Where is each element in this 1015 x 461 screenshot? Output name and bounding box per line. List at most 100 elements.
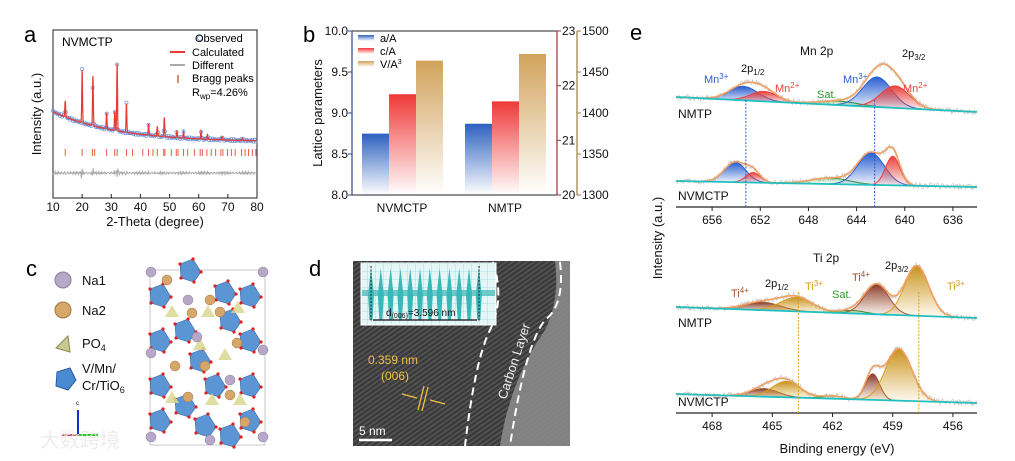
legend-a-swatch	[358, 35, 374, 41]
oxygen-atom	[161, 407, 165, 411]
sample-label-nvmctp: NVMCTP	[678, 395, 729, 409]
left-axis-tick-label: 8.5	[331, 147, 348, 161]
x-tick-label: 636	[943, 213, 963, 227]
oxygen-atom	[161, 327, 165, 331]
left-axis-tick-label: 8.0	[331, 188, 348, 202]
observed-point	[253, 139, 258, 144]
oxygen-atom	[187, 340, 191, 344]
oxygen-atom	[169, 420, 173, 424]
oxygen-atom	[162, 350, 166, 354]
panel-a: a 10 20 30 40 50 60 70 80 2-Theta (degree) Inte…	[24, 22, 264, 229]
octahedron	[219, 423, 242, 448]
left-axis-tick-label: 10.0	[325, 24, 349, 38]
na1-atom	[191, 331, 203, 343]
x-tick-label: 644	[847, 213, 867, 227]
observed-point	[134, 130, 139, 135]
legend-na1: Na1	[82, 273, 106, 288]
oxygen-atom	[252, 305, 256, 309]
oxygen-atom	[251, 407, 255, 411]
oxygen-atom	[148, 287, 152, 291]
x-tick-label: 40	[134, 200, 148, 214]
oxygen-atom	[194, 431, 198, 435]
na2-atom	[204, 294, 216, 306]
oxygen-atom	[259, 420, 263, 424]
na1-atom	[257, 431, 269, 443]
octahedron	[149, 328, 172, 353]
oxygen-atom	[148, 377, 152, 381]
na2-atom	[186, 307, 198, 319]
oxygen-atom	[232, 445, 236, 449]
po4-tetrahedron	[165, 391, 179, 403]
oxygen-atom	[239, 426, 243, 430]
peak-label-mn2: Mn2+	[903, 81, 928, 95]
octahedron	[149, 373, 172, 398]
oxygen-atom	[234, 292, 238, 296]
oxygen-atom	[199, 270, 203, 274]
peak-label-ti4: Ti4+	[852, 270, 870, 284]
oxygen-atom	[259, 295, 263, 299]
legend-c-label: c/A	[380, 46, 397, 58]
legend-different-label: Different	[192, 60, 233, 72]
x-tick-label: 60	[192, 200, 206, 214]
oxygen-atom	[251, 327, 255, 331]
octahedron-icon	[55, 367, 77, 391]
legend-v-label: V/A3	[380, 59, 402, 71]
x-tick-label: 648	[798, 213, 818, 227]
oxygen-atom	[239, 301, 243, 305]
na1-atom	[145, 431, 157, 443]
panel-d: d Carbon Layer d(006)=3.596 nm 0.359 nm …	[309, 256, 570, 447]
oxygen-atom	[252, 430, 256, 434]
oxygen-atom	[214, 298, 218, 302]
observed-point	[238, 139, 243, 143]
oxygen-atom	[206, 412, 210, 416]
fft-profile-inset: d(006)=3.596 nm	[360, 262, 497, 326]
x-tick-label: 20	[75, 200, 89, 214]
na2-atom	[231, 337, 243, 349]
oxygen-atom	[169, 295, 173, 299]
oxygen-atom	[214, 425, 218, 429]
spectrum-title: Mn 2p	[800, 44, 834, 58]
panel-label-c: c	[26, 256, 37, 281]
carbon-boundary-inner	[464, 261, 500, 447]
po4-tetrahedron	[201, 305, 215, 317]
bar-c-a-nmtp	[492, 102, 519, 195]
middle-axis-tick-label: 21	[562, 133, 576, 147]
na1-atom	[224, 374, 236, 386]
oxygen-atom	[162, 305, 166, 309]
x-tick-label: 80	[250, 200, 264, 214]
middle-axis-tick-label: 22	[562, 79, 576, 93]
axis-c-label: c	[76, 401, 79, 407]
peak-label-mn3: Mn3+	[843, 72, 868, 86]
oxygen-atom	[193, 417, 197, 421]
oxygen-atom	[259, 340, 263, 344]
oxygen-atom	[191, 257, 195, 261]
y-axis-label-a: Intensity (a.u.)	[29, 73, 44, 155]
oxygen-atom	[251, 372, 255, 376]
x-tick-label: 652	[750, 213, 770, 227]
sample-label-nmtp: NMTP	[678, 316, 712, 330]
legend-v-swatch	[358, 61, 374, 67]
oxygen-atom	[231, 422, 235, 426]
oxygen-atom	[232, 330, 236, 334]
peak-label-sat: Sat.	[817, 89, 837, 101]
plane-label: (006)	[381, 369, 409, 383]
legend-bragg-label: Bragg peaks	[192, 73, 254, 85]
oxygen-atom	[189, 366, 193, 370]
oxygen-atom	[174, 411, 178, 415]
oxygen-atom	[209, 360, 213, 364]
legend-c-swatch	[358, 48, 374, 54]
carbon-boundary-outer	[509, 261, 562, 447]
category-label: NMTP	[488, 201, 522, 215]
x-tick-label: 456	[943, 419, 963, 433]
oxygen-atom	[194, 405, 198, 409]
middle-axis-tick-label: 23	[562, 24, 576, 38]
x-axis-ticks-a: 10 20 30 40 50 60 70 80	[46, 194, 264, 214]
na1-atom	[204, 434, 216, 446]
x-tick-label: 70	[221, 200, 235, 214]
po4-tetrahedron-icon	[55, 334, 71, 353]
peak-label-p32: 2p3/2	[902, 48, 926, 62]
envelope-fit	[676, 63, 976, 113]
peak-label-p12: 2p1/2	[741, 63, 765, 77]
oxygen-atom	[227, 302, 231, 306]
na1-atom	[257, 266, 269, 278]
